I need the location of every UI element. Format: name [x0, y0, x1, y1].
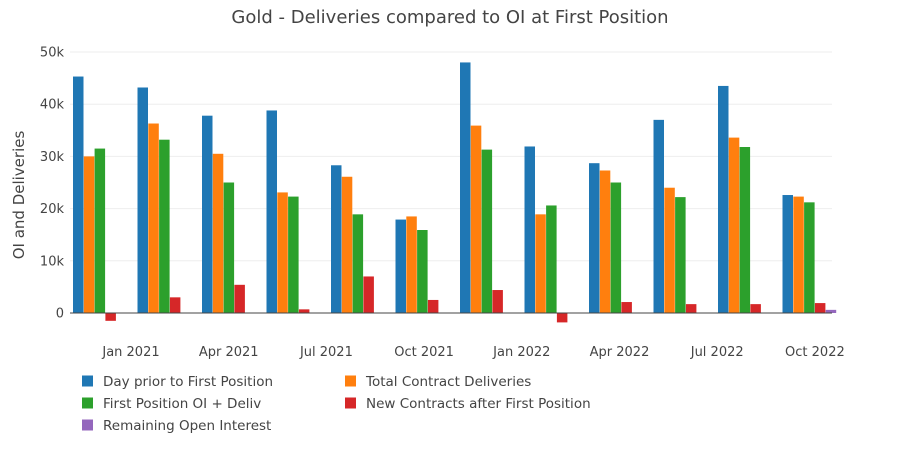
- bar: [718, 85, 729, 314]
- bar: [427, 299, 439, 313]
- bar: [105, 313, 116, 321]
- bar: [664, 187, 675, 313]
- bar: [492, 290, 503, 313]
- bar: [546, 205, 557, 313]
- bar: [610, 182, 622, 313]
- bar: [825, 309, 837, 313]
- bar: [148, 123, 159, 313]
- bar: [352, 214, 364, 313]
- y-tick-label: 30k: [40, 150, 65, 165]
- y-axis-ticks: 0 10k 20k 30k 40k 50k: [40, 46, 65, 322]
- bar: [728, 137, 740, 313]
- bar: [793, 196, 804, 313]
- x-tick-label: Jan 2022: [492, 345, 550, 360]
- x-tick-label: Jan 2021: [101, 345, 159, 360]
- bar: [417, 230, 428, 313]
- bar: [277, 192, 288, 313]
- bar: [406, 216, 417, 313]
- gridlines: [70, 51, 832, 262]
- legend-swatch[interactable]: [345, 397, 356, 409]
- bar: [814, 303, 826, 313]
- y-tick-label: 20k: [40, 202, 65, 217]
- bar: [395, 219, 406, 313]
- bar: [363, 276, 374, 313]
- bar: [331, 165, 342, 313]
- bar: [524, 146, 535, 313]
- bar: [470, 125, 482, 314]
- y-axis-label: OI and Deliveries: [10, 131, 28, 260]
- bar: [589, 163, 600, 313]
- bar: [234, 284, 245, 313]
- legend-label[interactable]: Total Contract Deliveries: [365, 374, 531, 390]
- y-tick-label: 0: [56, 307, 64, 322]
- x-tick-label: Jul 2022: [690, 345, 744, 360]
- bar: [804, 202, 815, 313]
- bar: [739, 147, 751, 313]
- bar: [223, 182, 235, 313]
- bar: [83, 156, 95, 313]
- bar: [535, 214, 546, 313]
- bar: [298, 309, 310, 313]
- bars: [73, 62, 837, 323]
- bar: [621, 302, 632, 313]
- bar: [481, 149, 493, 313]
- legend-label[interactable]: First Position OI + Deliv: [103, 396, 261, 412]
- legend-swatch[interactable]: [82, 397, 93, 409]
- bar: [460, 62, 471, 313]
- bar: [212, 153, 224, 313]
- legend: Day prior to First Position Total Contrac…: [82, 374, 591, 434]
- legend-label[interactable]: New Contracts after First Position: [366, 396, 591, 412]
- bar: [266, 110, 277, 314]
- bar: [599, 170, 611, 313]
- bar: [782, 195, 793, 313]
- bar: [202, 115, 213, 314]
- legend-label[interactable]: Day prior to First Position: [103, 374, 273, 390]
- legend-swatch[interactable]: [345, 375, 356, 387]
- bar: [73, 76, 84, 313]
- x-tick-label: Oct 2021: [394, 345, 454, 360]
- chart-title: Gold - Deliveries compared to OI at Firs…: [231, 7, 668, 28]
- bar: [94, 148, 106, 313]
- bar: [169, 297, 181, 313]
- legend-swatch[interactable]: [82, 419, 93, 431]
- y-tick-label: 50k: [40, 46, 65, 61]
- bar: [675, 197, 686, 313]
- x-axis-ticks: Jan 2021 Apr 2021 Jul 2021 Oct 2021 Jan 2022…: [101, 345, 844, 360]
- bar: [159, 139, 170, 313]
- x-tick-label: Oct 2022: [785, 345, 845, 360]
- x-tick-label: Apr 2021: [199, 345, 259, 360]
- bar: [750, 304, 761, 313]
- bar: [556, 313, 568, 323]
- bar: [137, 87, 148, 313]
- bar: [288, 196, 299, 313]
- legend-label[interactable]: Remaining Open Interest: [103, 418, 271, 434]
- bar: [653, 119, 664, 313]
- x-tick-label: Jul 2021: [299, 345, 353, 360]
- y-tick-label: 40k: [40, 98, 65, 113]
- y-tick-label: 10k: [40, 254, 65, 269]
- bar: [685, 304, 697, 313]
- bar: [341, 176, 353, 313]
- x-tick-label: Apr 2022: [590, 345, 650, 360]
- legend-swatch[interactable]: [82, 375, 93, 387]
